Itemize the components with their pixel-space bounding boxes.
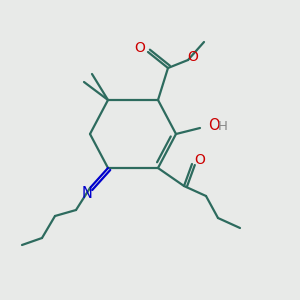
Text: N: N [82,187,92,202]
Text: O: O [195,153,206,167]
Text: O: O [135,41,146,55]
Text: O: O [208,118,220,134]
Text: O: O [188,50,198,64]
Text: H: H [218,119,228,133]
